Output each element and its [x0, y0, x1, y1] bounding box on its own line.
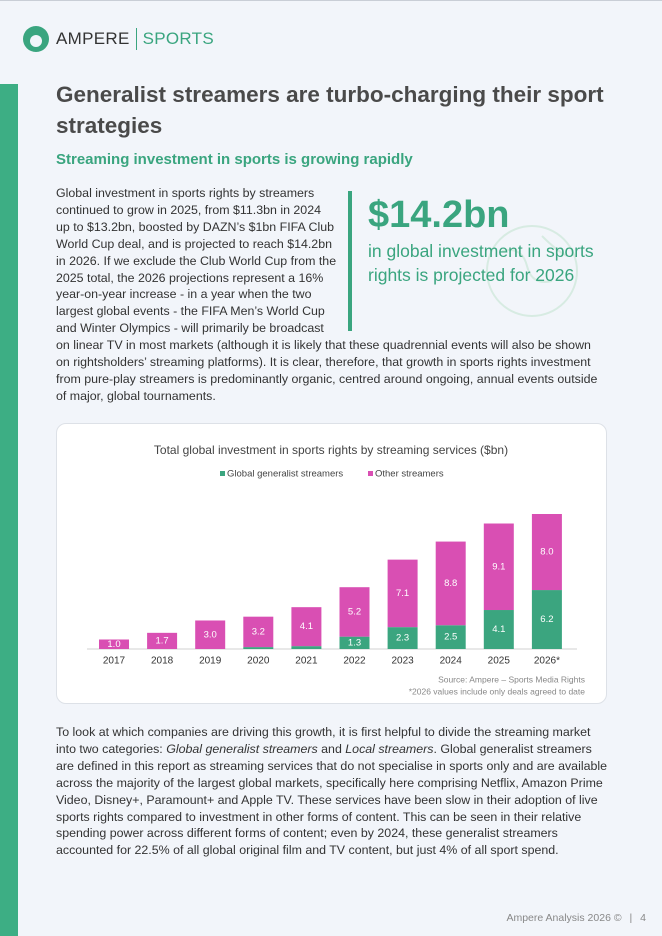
logo-brand: AMPERE: [56, 29, 130, 48]
x-tick-label: 2019: [199, 656, 222, 667]
x-tick-label: 2022: [343, 656, 366, 667]
value-label: 5.2: [348, 606, 361, 617]
footer: Ampere Analysis 2026 © | 4: [506, 912, 646, 924]
x-tick-label: 2021: [295, 656, 318, 667]
bar-segment: [99, 639, 129, 649]
bar-segment: [531, 590, 562, 649]
value-label: 9.1: [492, 561, 505, 572]
chart: Total global investment in sports rights…: [87, 443, 586, 696]
callout-figure: $14.2bn: [368, 194, 510, 236]
bar-segment: [243, 647, 274, 649]
bar-segment: [291, 607, 322, 647]
callout: $14.2bn in global investment in sports r…: [348, 191, 608, 331]
bar-segment: [435, 625, 466, 649]
chart-card: Total global investment in sports rights…: [56, 423, 607, 704]
bar-segment: [339, 587, 370, 637]
legend-label: Global generalist streamers: [227, 469, 343, 480]
bar-segment: [195, 620, 226, 649]
x-tick-label: 2025: [488, 656, 511, 667]
globe-icon: [486, 225, 578, 317]
value-label: 4.1: [300, 621, 313, 632]
page-number: 4: [640, 912, 646, 924]
side-bar: [0, 84, 18, 936]
value-label: 1.3: [348, 637, 361, 648]
bar-segment: [483, 610, 514, 649]
paragraph-segment: Global generalist streamers: [166, 741, 318, 756]
paragraph: $14.2bn in global investment in sports r…: [56, 185, 608, 405]
x-tick-label: 2024: [440, 656, 463, 667]
value-label: 2.3: [396, 633, 409, 644]
paragraph-segment: and: [317, 741, 346, 756]
x-tick-label: 2017: [103, 656, 126, 667]
bar-segment: [483, 523, 514, 611]
paragraph-segment: Local streamers: [345, 741, 434, 756]
legend-swatch: [220, 471, 225, 476]
bar-segment: [387, 559, 418, 628]
value-label: 2.5: [444, 632, 457, 643]
legend-swatch: [368, 471, 373, 476]
value-label: 1.7: [155, 635, 168, 646]
paragraph-segment: . Global generalist streamers are define…: [56, 741, 607, 858]
paragraph: To look at which companies are driving t…: [56, 724, 608, 859]
chart-source: Source: Ampere – Sports Media Rights: [438, 674, 585, 684]
bar-segment: [435, 541, 466, 626]
legend-label: Other streamers: [375, 469, 444, 480]
value-label: 7.1: [396, 588, 409, 599]
value-label: 4.1: [492, 624, 505, 635]
callout-text: in global investment in sports rights is…: [368, 241, 594, 285]
bar-segment: [291, 646, 322, 649]
subtitle: Streaming investment in sports is growin…: [56, 151, 413, 168]
value-label: 1.0: [107, 639, 120, 650]
bar-segment: [387, 627, 418, 649]
x-tick-label: 2018: [151, 656, 174, 667]
value-label: 8.8: [444, 578, 457, 589]
value-label: 6.2: [540, 614, 553, 625]
logo-product: SPORTS: [142, 29, 214, 48]
paragraph-text: Global investment in sports rights by st…: [56, 186, 598, 403]
x-tick-label: 2026*: [534, 656, 560, 667]
value-label: 3.2: [252, 626, 265, 637]
value-label: 8.0: [540, 547, 553, 558]
bar-segment: [243, 616, 274, 648]
x-tick-label: 2020: [247, 656, 270, 667]
footer-text: Ampere Analysis 2026 ©: [506, 912, 622, 924]
value-label: 3.0: [204, 629, 217, 640]
chart-note: *2026 values include only deals agreed t…: [409, 686, 586, 696]
chart-title: Total global investment in sports rights…: [154, 443, 508, 457]
logo: AMPERE SPORTS: [22, 25, 214, 53]
bar-segment: [147, 632, 178, 649]
paragraph-segment: To look at which companies are driving t…: [56, 725, 591, 756]
title: Generalist streamers are turbo-charging …: [56, 82, 604, 138]
x-tick-label: 2023: [391, 656, 414, 667]
logo-icon: [23, 26, 49, 52]
bar-segment: [531, 514, 562, 591]
bar-segment: [339, 636, 370, 649]
